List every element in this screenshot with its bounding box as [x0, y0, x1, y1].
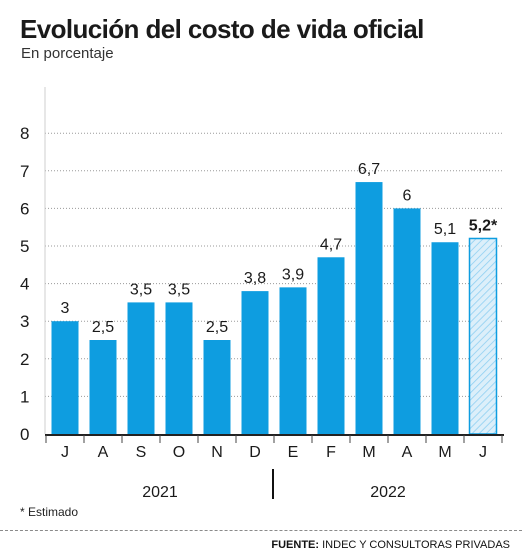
bar-value-label: 4,7 [320, 236, 342, 253]
labels: 3 J 2,5 A 3,5 S 3,5 O 2,5 N 3,8 D 3,9 E 4,7 F 6,7 M 6 A 5,1 M… [61, 161, 498, 501]
y-tick-label: 2 [20, 350, 29, 369]
bar [51, 321, 79, 434]
bar [241, 291, 269, 434]
x-tick-label: M [362, 444, 375, 461]
bar-value-label: 6 [403, 187, 412, 204]
bar-value-label: 2,5 [206, 319, 228, 336]
bar-value-label: 3,9 [282, 266, 304, 283]
bar [317, 257, 345, 434]
bar-value-label: 5,2* [469, 217, 498, 234]
x-tick-label: A [402, 444, 413, 461]
chart-subtitle: En porcentaje [21, 45, 114, 62]
x-tick-label: A [98, 444, 109, 461]
bar [279, 287, 307, 434]
estimate-note: * Estimado [20, 505, 79, 519]
x-tick-label: S [136, 444, 147, 461]
bar-value-label: 3,8 [244, 270, 266, 287]
x-tick-label: F [326, 444, 336, 461]
y-tick-label: 6 [20, 199, 29, 218]
y-tick-label: 4 [20, 275, 29, 294]
source-text: INDEC Y CONSULTORAS PRIVADAS [322, 539, 510, 551]
bars [51, 182, 498, 435]
y-tick-label: 5 [20, 237, 29, 256]
x-tick-label: M [438, 444, 451, 461]
bar [431, 242, 459, 434]
bar [203, 340, 231, 434]
bar-value-label: 6,7 [358, 161, 380, 178]
y-tick-label: 0 [20, 425, 29, 444]
y-tick-label: 8 [20, 124, 29, 143]
chart-title: Evolución del costo de vida oficial [20, 14, 424, 44]
y-tick-label: 1 [20, 387, 29, 406]
bar-value-label: 3 [61, 300, 70, 317]
x-tick-label: J [61, 444, 69, 461]
bar-value-label: 3,5 [168, 281, 190, 298]
bar-value-label: 2,5 [92, 319, 114, 336]
gridlines: 0 1 2 3 4 5 6 7 8 [20, 87, 504, 444]
x-tick-label: N [211, 444, 223, 461]
footer-divider [0, 530, 522, 531]
bar [127, 302, 155, 434]
x-tick-label: D [249, 444, 261, 461]
x-tick-label: E [288, 444, 299, 461]
source-credit: FUENTE: INDEC Y CONSULTORAS PRIVADAS [271, 539, 510, 551]
bar-value-label: 3,5 [130, 281, 152, 298]
y-tick-label: 3 [20, 312, 29, 331]
bar-value-label: 5,1 [434, 221, 456, 238]
year-label: 2021 [142, 484, 178, 501]
y-tick-label: 7 [20, 162, 29, 181]
bar-estimated [468, 237, 498, 435]
bar [89, 340, 117, 434]
bar [355, 182, 383, 434]
year-label: 2022 [370, 484, 406, 501]
x-tick-label: O [173, 444, 185, 461]
bar [165, 302, 193, 434]
bar [393, 208, 421, 434]
source-label: FUENTE: [271, 539, 320, 551]
x-tick-label: J [479, 444, 487, 461]
axes [45, 434, 504, 499]
